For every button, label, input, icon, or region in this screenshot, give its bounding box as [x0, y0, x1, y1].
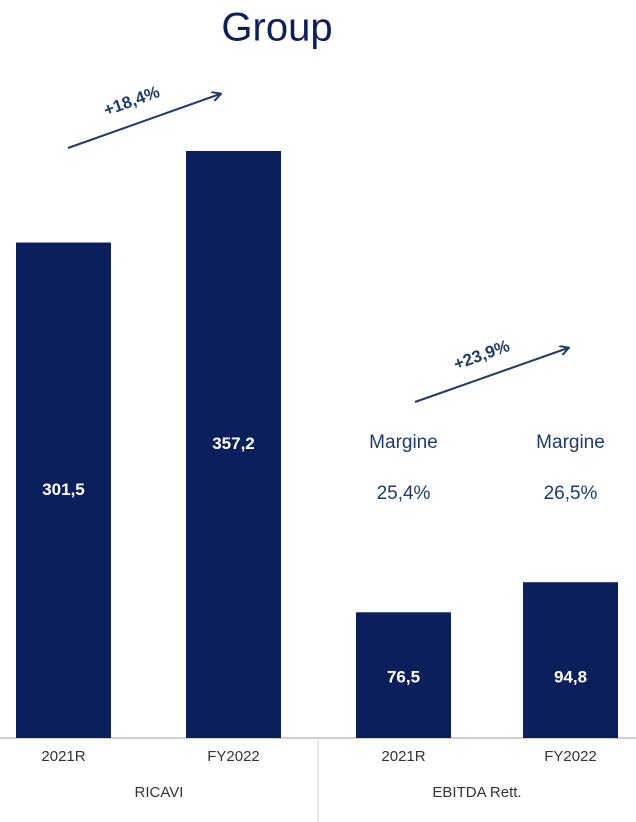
bar: [186, 151, 281, 738]
x-tick-label: FY2022: [207, 748, 260, 765]
group-label: RICAVI: [135, 784, 184, 801]
value-label: 94,8: [554, 667, 587, 686]
growth-label: +18,4%: [101, 82, 162, 120]
value-label: 357,2: [212, 434, 255, 453]
margin-value: 25,4%: [377, 483, 431, 504]
growth-arrow: [67, 94, 220, 149]
growth-arrow: [414, 348, 568, 403]
growth-label: +23,9%: [451, 336, 512, 374]
margin-value: 26,5%: [544, 483, 598, 504]
value-label: 76,5: [387, 667, 420, 686]
bar: [356, 612, 451, 738]
margin-title: Margine: [536, 432, 605, 453]
margin-title: Margine: [369, 432, 438, 453]
group-label: EBITDA Rett.: [432, 784, 521, 801]
bar: [16, 242, 111, 738]
bar: [523, 582, 618, 738]
chart-title: Group: [221, 6, 332, 50]
x-tick-label: FY2022: [544, 748, 597, 765]
x-tick-label: 2021R: [381, 748, 425, 765]
x-tick-label: 2021R: [41, 748, 85, 765]
value-label: 301,5: [42, 480, 85, 499]
